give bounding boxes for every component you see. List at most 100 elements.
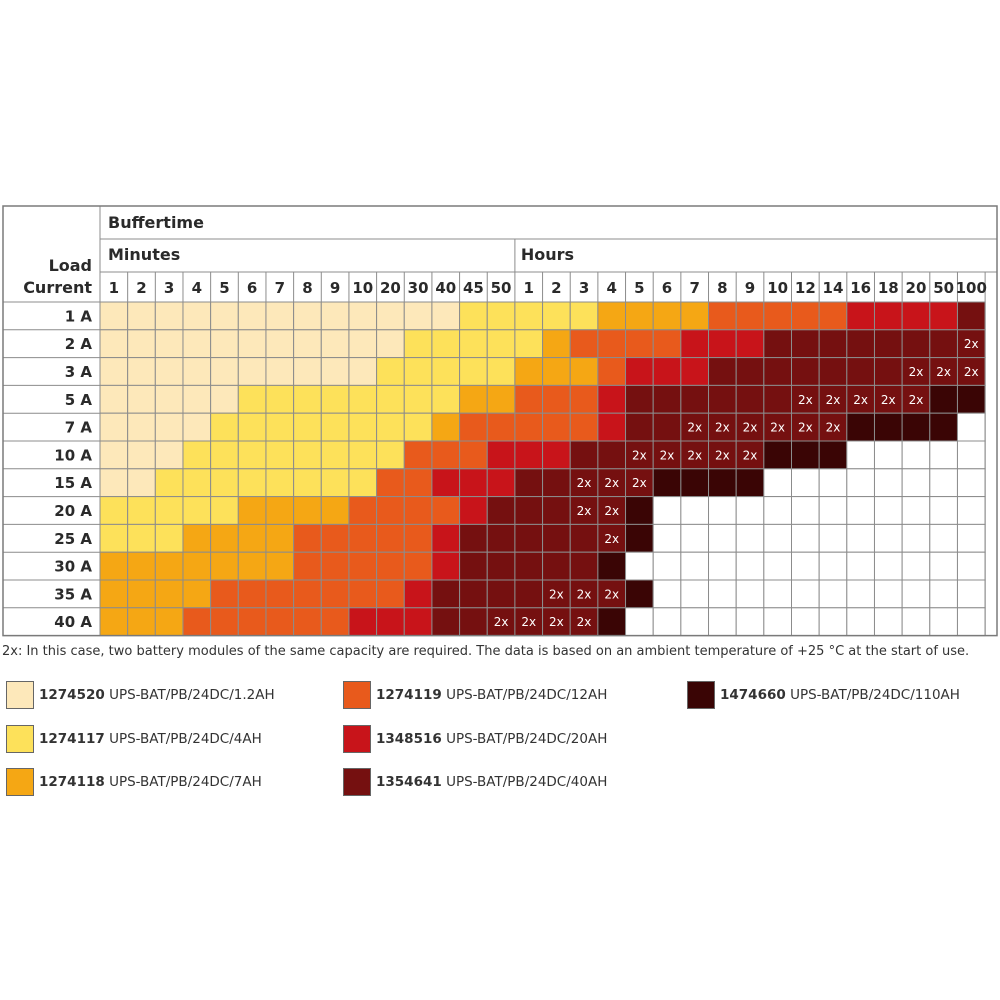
cell-1348516 [625, 357, 654, 386]
cell-1274119 [320, 523, 350, 553]
cell-1274117 [459, 301, 488, 331]
cell-empty [708, 496, 737, 525]
cell-1348516 [680, 329, 710, 359]
two-x-marker: 2x [604, 532, 619, 546]
cell-1348516 [459, 468, 488, 498]
cell-empty [818, 579, 848, 609]
two-x-marker: 2x [909, 393, 924, 407]
cell-1274119 [210, 607, 239, 637]
cell-1274119 [459, 440, 488, 470]
two-x-marker: 2x [826, 393, 841, 407]
cell-1274119 [237, 579, 267, 609]
cell-1274520 [237, 329, 267, 359]
legend-number: 1274117 [39, 731, 105, 747]
cell-1348516 [652, 357, 682, 386]
cell-empty [791, 468, 820, 498]
cell-1354641 [873, 329, 903, 359]
column-label: 9 [330, 279, 340, 297]
cell-1274520 [182, 329, 212, 359]
legend-item-1274117: 1274117 UPS-BAT/PB/24DC/4AH [6, 724, 262, 754]
cell-1474660 [625, 579, 654, 609]
cell-empty [625, 607, 654, 637]
cell-empty [873, 468, 903, 498]
cell-empty [818, 551, 848, 581]
cell-1354641 [486, 523, 516, 553]
cell-1354641 [459, 523, 488, 553]
cell-1474660 [763, 440, 793, 470]
cell-empty [956, 607, 986, 637]
legend-swatch-1274117 [6, 725, 34, 753]
cell-1274520 [293, 329, 322, 359]
cell-1274118 [154, 579, 184, 609]
cell-1354641 [625, 412, 654, 442]
cell-1354641 [956, 301, 986, 331]
column-label: 6 [662, 279, 672, 297]
cell-empty [956, 440, 986, 470]
column-label: 1 [524, 279, 534, 297]
cell-1354641 [542, 551, 571, 581]
cell-1274117 [237, 384, 267, 414]
cell-1354641 [956, 329, 986, 359]
two-x-marker: 2x [798, 393, 813, 407]
cell-1354641 [569, 440, 599, 470]
cell-1354641 [708, 440, 737, 470]
minutes-group-label: Minutes [108, 245, 180, 264]
cell-1274117 [154, 523, 184, 553]
cell-empty [956, 523, 986, 553]
column-label: 8 [302, 279, 312, 297]
legend-number: 1274119 [376, 687, 442, 703]
legend-swatch-1354641 [343, 768, 371, 796]
cell-1274117 [293, 384, 322, 414]
cell-1274118 [99, 579, 129, 609]
row-label: 5 A [65, 391, 93, 409]
two-x-marker: 2x [881, 393, 896, 407]
cell-1274117 [320, 412, 350, 442]
cell-1348516 [459, 496, 488, 525]
cell-1348516 [403, 579, 433, 609]
two-x-marker: 2x [687, 448, 702, 462]
column-label: 7 [275, 279, 285, 297]
cell-1274117 [293, 440, 322, 470]
cell-empty [956, 412, 986, 442]
cell-1274119 [569, 384, 599, 414]
cell-1274119 [403, 496, 433, 525]
cell-empty [929, 523, 958, 553]
cell-1274520 [99, 357, 129, 386]
cell-1274117 [182, 440, 212, 470]
cell-empty [708, 579, 737, 609]
cell-1474660 [708, 468, 737, 498]
two-x-marker: 2x [687, 421, 702, 435]
two-x-marker: 2x [853, 393, 868, 407]
two-x-marker: 2x [826, 421, 841, 435]
cell-1274118 [154, 607, 184, 637]
cell-empty [873, 523, 903, 553]
cell-empty [818, 607, 848, 637]
cell-1354641 [708, 357, 737, 386]
cell-1354641 [791, 329, 820, 359]
column-label: 10 [767, 279, 788, 297]
cell-1274117 [127, 496, 156, 525]
cell-1474660 [929, 412, 958, 442]
cell-1274117 [486, 357, 516, 386]
cell-1474660 [735, 468, 765, 498]
cell-1274119 [376, 496, 405, 525]
cell-1274119 [320, 607, 350, 637]
row-label: 10 A [54, 446, 92, 464]
cell-1274117 [376, 357, 405, 386]
cell-1354641 [708, 384, 737, 414]
cell-1274117 [542, 301, 571, 331]
cell-1274119 [431, 440, 461, 470]
two-x-marker: 2x [604, 504, 619, 518]
cell-empty [735, 607, 765, 637]
cell-1274520 [237, 357, 267, 386]
cell-1348516 [735, 329, 765, 359]
cell-1274117 [99, 496, 129, 525]
cell-1274520 [265, 329, 295, 359]
cell-empty [901, 579, 931, 609]
cell-1274520 [431, 301, 461, 331]
cell-1274118 [127, 551, 156, 581]
two-x-marker: 2x [743, 448, 758, 462]
cell-empty [901, 440, 931, 470]
cell-1354641 [625, 384, 654, 414]
cell-empty [846, 579, 875, 609]
